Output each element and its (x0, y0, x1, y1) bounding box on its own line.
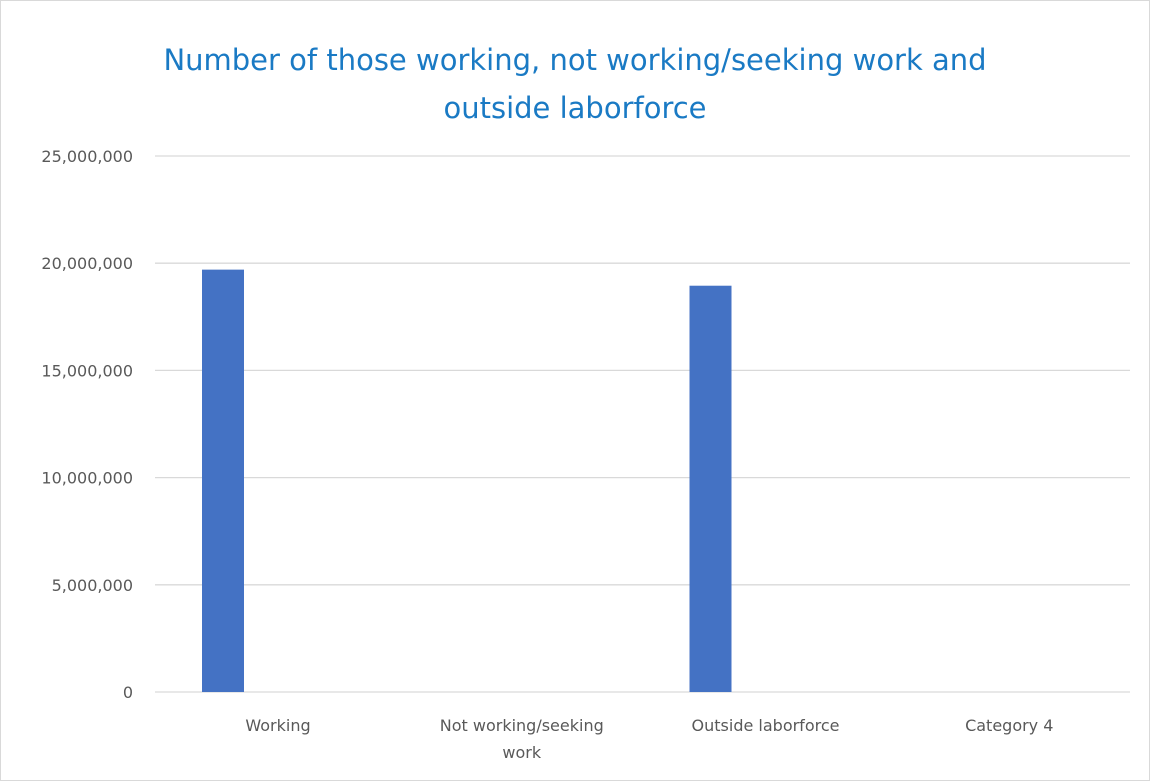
x-category-label: Outside laborforce (692, 716, 840, 735)
bar (202, 269, 244, 692)
x-axis-category-labels: Working Not working/seeking work Outside la… (245, 716, 1053, 762)
chart-title: Number of those working, not working/see… (163, 43, 987, 125)
bar (689, 285, 732, 692)
y-tick-label: 0 (123, 683, 133, 702)
y-axis-tick-labels: 0 5,000,000 10,000,000 15,000,000 20,000,000… (41, 147, 133, 702)
y-tick-label: 10,000,000 (41, 469, 133, 488)
y-tick-label: 25,000,000 (41, 147, 133, 166)
gridlines (155, 155, 1130, 693)
y-tick-label: 5,000,000 (52, 576, 133, 595)
x-category-label: Category 4 (965, 716, 1053, 735)
bars (202, 269, 732, 692)
x-category-label: Working (245, 716, 310, 735)
y-tick-label: 15,000,000 (41, 361, 133, 380)
y-tick-label: 20,000,000 (41, 254, 133, 273)
x-category-label: Not working/seeking work (440, 716, 604, 762)
